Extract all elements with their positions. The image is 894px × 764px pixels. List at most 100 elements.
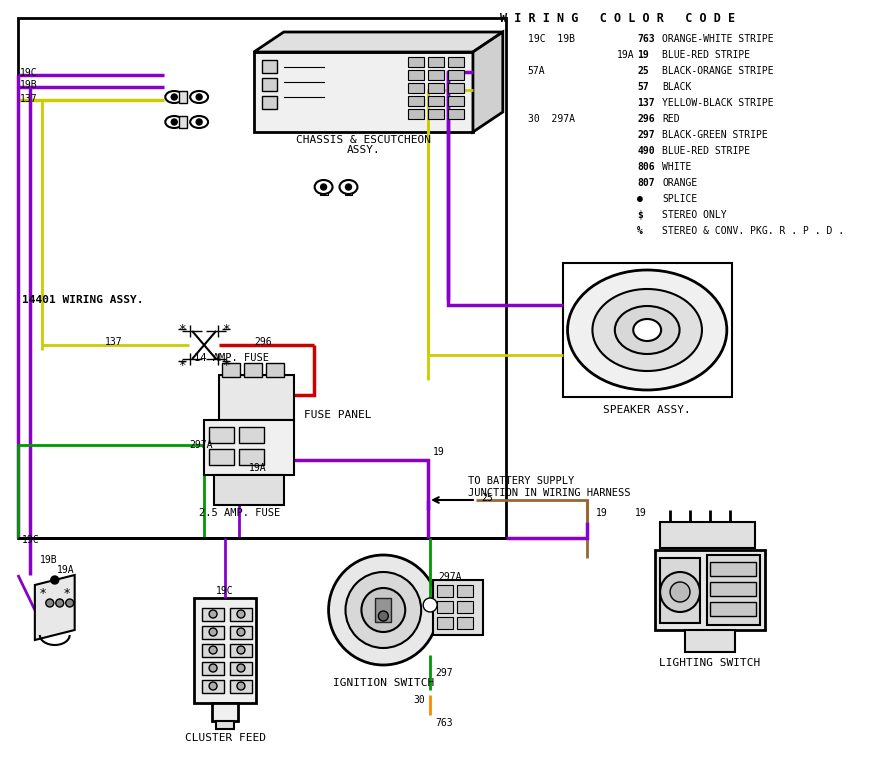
Bar: [408, 109, 424, 119]
Circle shape: [171, 119, 177, 125]
Text: 296: 296: [637, 114, 654, 124]
Ellipse shape: [567, 270, 726, 390]
Text: W I R I N G   C O L O R   C O D E: W I R I N G C O L O R C O D E: [499, 12, 734, 25]
Circle shape: [237, 628, 245, 636]
Circle shape: [361, 588, 405, 632]
Text: 806: 806: [637, 162, 654, 172]
Circle shape: [320, 184, 326, 190]
Text: 19C: 19C: [21, 535, 39, 545]
Bar: [230, 662, 251, 675]
Text: 25: 25: [637, 66, 648, 76]
Bar: [204, 420, 293, 475]
Bar: [684, 630, 734, 652]
Text: 57A: 57A: [527, 66, 544, 76]
Bar: [427, 96, 443, 106]
Text: LIGHTING SWITCH: LIGHTING SWITCH: [659, 658, 760, 668]
Circle shape: [209, 664, 217, 672]
Text: 30  297A: 30 297A: [527, 114, 574, 124]
Circle shape: [171, 94, 177, 100]
Bar: [408, 57, 424, 67]
Bar: [448, 109, 463, 119]
Bar: [709, 582, 755, 596]
Text: ASSY.: ASSY.: [346, 145, 380, 155]
Bar: [436, 585, 452, 597]
Text: 490: 490: [637, 146, 654, 156]
Text: ORANGE: ORANGE: [662, 178, 696, 188]
Bar: [448, 83, 463, 93]
Bar: [654, 550, 763, 630]
Bar: [202, 662, 224, 675]
Text: 137: 137: [637, 98, 654, 108]
Bar: [202, 608, 224, 621]
Bar: [209, 449, 233, 465]
Text: 19B: 19B: [20, 80, 38, 90]
Bar: [436, 617, 452, 629]
Bar: [202, 680, 224, 693]
Bar: [457, 601, 472, 613]
Text: 2.5 AMP. FUSE: 2.5 AMP. FUSE: [198, 508, 280, 518]
Text: CHASSIS & ESCUTCHEON: CHASSIS & ESCUTCHEON: [296, 135, 430, 145]
Bar: [212, 703, 238, 721]
Bar: [239, 427, 264, 443]
Bar: [706, 555, 759, 625]
Text: 19B: 19B: [39, 555, 57, 565]
Text: *: *: [63, 587, 70, 600]
Bar: [222, 363, 240, 377]
Text: 19C  19B: 19C 19B: [527, 34, 574, 44]
Ellipse shape: [190, 116, 208, 128]
Text: WHITE: WHITE: [662, 162, 691, 172]
Text: 19: 19: [595, 508, 606, 518]
Text: 30: 30: [413, 695, 425, 705]
Bar: [230, 680, 251, 693]
Text: IGNITION SWITCH: IGNITION SWITCH: [333, 678, 434, 688]
Bar: [215, 721, 233, 729]
Circle shape: [345, 184, 351, 190]
Text: BLACK-GREEN STRIPE: BLACK-GREEN STRIPE: [662, 130, 767, 140]
Text: *: *: [39, 587, 46, 600]
Bar: [375, 598, 391, 622]
Bar: [202, 644, 224, 657]
Ellipse shape: [633, 319, 661, 341]
Bar: [262, 78, 276, 91]
Bar: [436, 601, 452, 613]
Circle shape: [196, 119, 202, 125]
Ellipse shape: [592, 289, 701, 371]
Ellipse shape: [165, 91, 183, 103]
Bar: [179, 116, 187, 128]
Text: BLUE-RED STRIPE: BLUE-RED STRIPE: [662, 50, 749, 60]
Text: 19: 19: [635, 508, 646, 518]
Bar: [230, 626, 251, 639]
Text: 25: 25: [480, 493, 492, 503]
Text: RED: RED: [662, 114, 679, 124]
Text: 19: 19: [433, 447, 444, 457]
Bar: [427, 57, 443, 67]
Text: YELLOW-BLACK STRIPE: YELLOW-BLACK STRIPE: [662, 98, 773, 108]
Text: *: *: [178, 359, 186, 372]
Circle shape: [55, 599, 63, 607]
Polygon shape: [254, 32, 502, 52]
Text: 19A: 19A: [249, 463, 266, 473]
Circle shape: [237, 646, 245, 654]
Bar: [319, 180, 327, 195]
Bar: [230, 644, 251, 657]
Text: 297: 297: [434, 668, 452, 678]
Bar: [427, 109, 443, 119]
Text: %: %: [637, 226, 643, 236]
Text: $: $: [637, 210, 643, 220]
Text: 19A: 19A: [56, 565, 74, 575]
Bar: [709, 602, 755, 616]
Text: ●: ●: [637, 194, 643, 204]
Bar: [209, 427, 233, 443]
Ellipse shape: [190, 91, 208, 103]
Text: SPEAKER ASSY.: SPEAKER ASSY.: [603, 405, 690, 415]
Text: 19: 19: [637, 50, 648, 60]
Text: 19A: 19A: [617, 50, 634, 60]
Bar: [239, 449, 264, 465]
Text: 807: 807: [637, 178, 654, 188]
Bar: [427, 70, 443, 80]
Bar: [179, 91, 187, 103]
Text: 57: 57: [637, 82, 648, 92]
Bar: [408, 96, 424, 106]
Bar: [448, 70, 463, 80]
Bar: [194, 598, 256, 703]
